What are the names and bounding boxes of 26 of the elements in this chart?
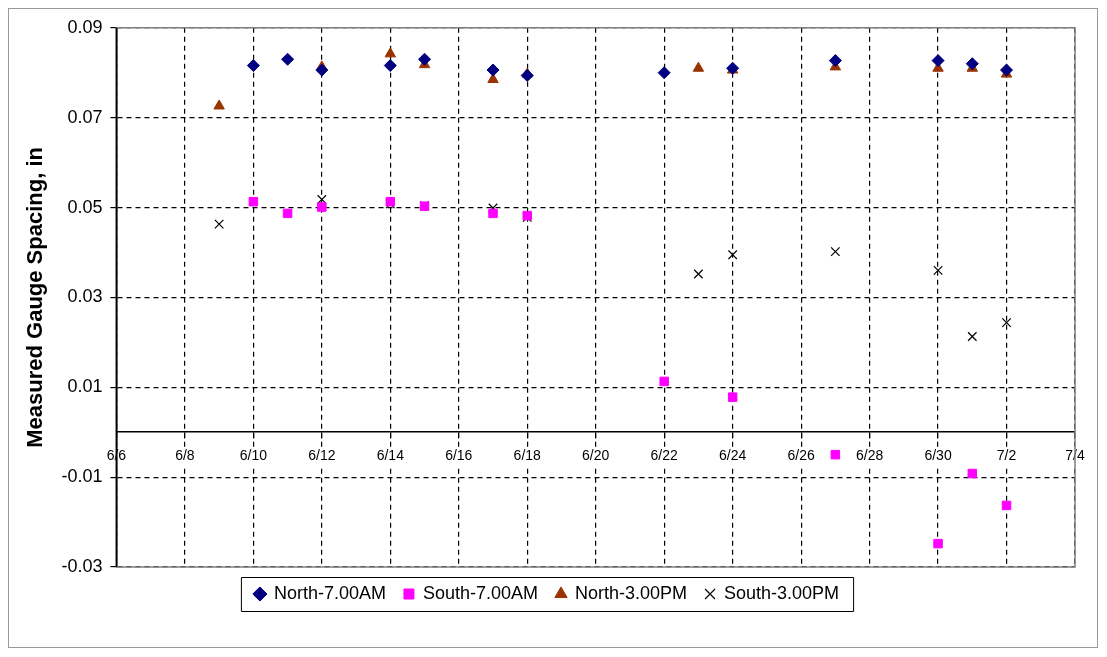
y-tick-label: -0.03 bbox=[61, 555, 103, 576]
x-tick-label: 6/12 bbox=[308, 447, 336, 464]
legend-label: North-7.00AM bbox=[273, 582, 386, 603]
y-tick-label: 0.07 bbox=[67, 106, 103, 127]
x-tick-label: 6/20 bbox=[582, 447, 610, 464]
x-tick-label: 6/30 bbox=[924, 447, 952, 464]
y-tick-label: 0.01 bbox=[67, 376, 103, 397]
x-tick-label: 7/4 bbox=[1065, 447, 1085, 464]
y-axis-title: Measured Gauge Spacing, in bbox=[22, 147, 48, 448]
x-tick-label: 6/28 bbox=[855, 447, 884, 464]
y-tick-label: 0.05 bbox=[67, 196, 103, 217]
legend-label: South-3.00PM bbox=[724, 582, 840, 603]
y-tick-label: 0.03 bbox=[67, 286, 103, 307]
x-tick-label: 7/2 bbox=[996, 447, 1017, 464]
legend-label: North-3.00PM bbox=[575, 582, 688, 603]
x-tick-label: 6/24 bbox=[719, 447, 747, 464]
y-tick-label: 0.09 bbox=[67, 16, 103, 37]
x-tick-label: 6/10 bbox=[239, 447, 268, 464]
x-tick-label: 6/8 bbox=[175, 447, 195, 464]
x-tick-label: 6/18 bbox=[513, 447, 542, 464]
x-tick-label: 6/26 bbox=[787, 447, 815, 464]
y-tick-label: -0.01 bbox=[61, 466, 103, 487]
x-tick-label: 6/14 bbox=[376, 447, 405, 464]
legend-label: South-7.00AM bbox=[422, 582, 539, 603]
x-tick-label: 6/16 bbox=[445, 447, 473, 464]
x-tick-label: 6/22 bbox=[650, 447, 679, 464]
